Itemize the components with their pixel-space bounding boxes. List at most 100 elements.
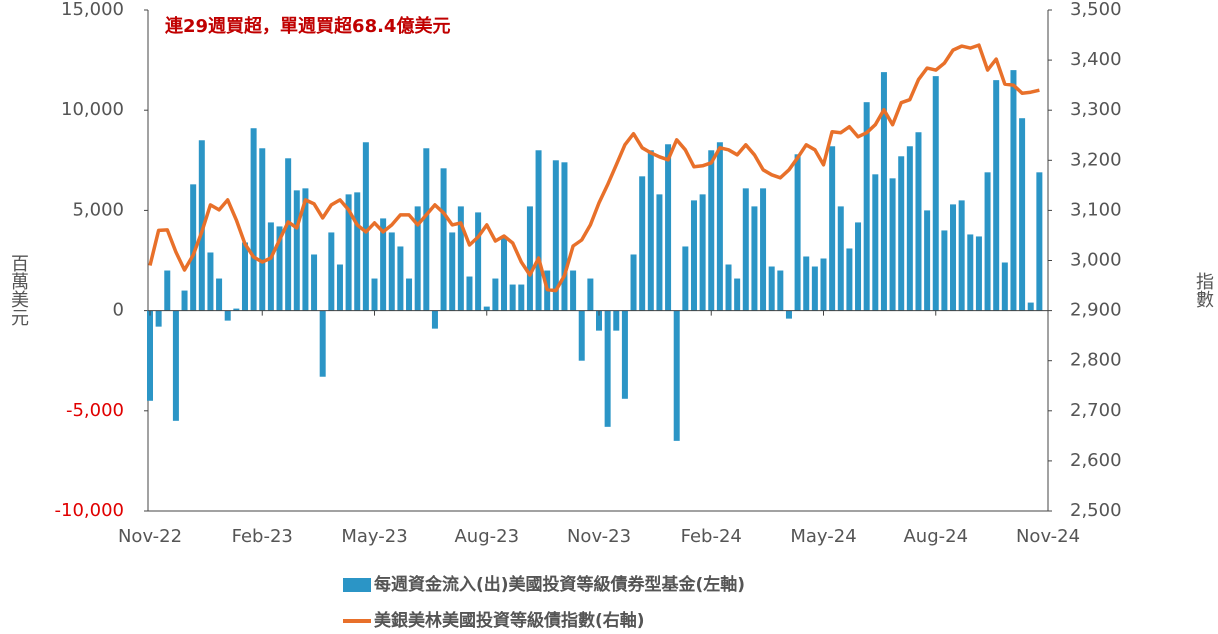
y2-tick-label: 3,200	[1070, 149, 1122, 170]
x-tick-label: Nov-22	[118, 526, 182, 547]
bar	[1019, 118, 1026, 311]
bar	[241, 242, 248, 311]
bar	[561, 162, 568, 311]
bar	[578, 310, 585, 361]
x-tick-label: Aug-24	[903, 526, 968, 547]
bar	[803, 256, 810, 311]
bar	[535, 150, 542, 311]
bar	[457, 206, 464, 311]
bar	[621, 310, 628, 399]
bar	[397, 246, 404, 311]
bar	[768, 266, 775, 311]
bar	[751, 206, 758, 311]
bar	[587, 278, 594, 311]
bar	[924, 210, 931, 311]
bar	[880, 72, 887, 311]
y-tick-label: -5,000	[66, 400, 124, 421]
x-tick-label: Aug-23	[454, 526, 519, 547]
bar	[276, 226, 283, 311]
bar	[734, 278, 741, 311]
bar	[1010, 70, 1017, 311]
y2-tick-label: 3,500	[1070, 0, 1122, 20]
bar	[440, 168, 447, 311]
bar	[673, 310, 680, 441]
legend-swatch	[343, 578, 371, 592]
bar	[958, 200, 965, 311]
bar	[863, 102, 870, 311]
y-tick-label: 10,000	[61, 99, 124, 120]
bar	[975, 236, 982, 311]
y-tick-label: 5,000	[72, 199, 124, 220]
bar	[915, 132, 922, 311]
bar	[250, 128, 257, 311]
x-tick-label: Nov-23	[567, 526, 631, 547]
bar	[716, 142, 723, 311]
bar	[345, 194, 352, 311]
bar	[233, 308, 240, 311]
bar	[198, 140, 205, 311]
bar	[509, 284, 516, 311]
bar	[354, 192, 361, 311]
bar	[811, 266, 818, 311]
legend-label: 美銀美林美國投資等級債指數(右軸)	[374, 610, 645, 631]
bar	[794, 154, 801, 311]
bar	[181, 290, 188, 311]
bar	[552, 160, 559, 311]
bar	[829, 146, 836, 311]
x-tick-label: Feb-23	[232, 526, 293, 547]
bar	[431, 310, 438, 329]
bar	[950, 204, 957, 311]
y2-tick-label: 2,700	[1070, 400, 1122, 421]
bar	[328, 232, 335, 311]
bar	[172, 310, 179, 421]
bar	[570, 270, 577, 311]
bar	[501, 236, 508, 311]
y2-tick-label: 2,900	[1070, 300, 1122, 321]
bar	[941, 230, 948, 311]
bar	[630, 254, 637, 311]
y-tick-label: 0	[113, 300, 124, 321]
bar	[725, 264, 732, 311]
bar	[492, 278, 499, 311]
bar	[475, 212, 482, 311]
bar	[190, 184, 197, 311]
line	[148, 43, 1040, 293]
x-tick-label: Nov-24	[1016, 526, 1080, 547]
bar	[285, 158, 292, 311]
legend-label: 每週資金流入(出)美國投資等級債券型基金(左軸)	[374, 574, 745, 595]
bar	[224, 310, 231, 321]
bar	[596, 310, 602, 331]
bar	[380, 218, 387, 311]
bar	[984, 172, 991, 311]
bar	[483, 306, 490, 311]
bar	[319, 310, 326, 377]
bar	[147, 310, 153, 401]
bar	[302, 188, 309, 311]
bar	[846, 248, 853, 311]
bar	[406, 278, 413, 311]
y-axis-label: 百萬美元	[8, 254, 29, 326]
bar	[1001, 262, 1008, 311]
y2-tick-label: 2,500	[1070, 500, 1122, 521]
bar	[518, 284, 525, 311]
bar	[414, 206, 421, 311]
bar	[708, 150, 715, 311]
bar	[898, 156, 905, 311]
bar	[742, 188, 749, 311]
bar	[613, 310, 620, 331]
bar	[639, 176, 646, 311]
bar	[760, 188, 767, 311]
bar	[785, 310, 792, 319]
bar	[967, 234, 974, 311]
bar	[311, 254, 318, 311]
y-tick-label: 15,000	[61, 0, 124, 20]
bar	[855, 222, 862, 311]
bar	[216, 278, 223, 311]
bar	[993, 80, 1000, 311]
bar	[449, 232, 456, 311]
bar	[647, 150, 654, 311]
x-tick-label: May-23	[341, 526, 407, 547]
y2-tick-label: 3,000	[1070, 250, 1122, 271]
bar	[682, 246, 689, 311]
